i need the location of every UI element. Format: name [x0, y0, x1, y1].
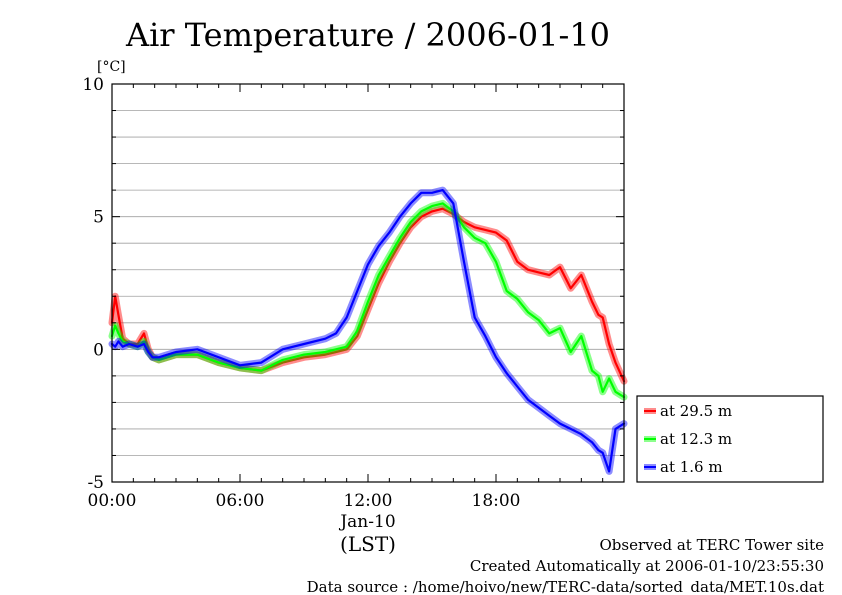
y-tick-label: -5 — [87, 473, 104, 493]
footer-created: Created Automatically at 2006-01-10/23:5… — [470, 557, 824, 575]
legend-label: at 1.6 m — [660, 458, 723, 476]
series-line — [108, 186, 628, 475]
x-tick-label: 12:00 — [344, 491, 393, 511]
legend-box — [636, 395, 824, 483]
x-date-label: Jan-10 — [338, 512, 395, 532]
x-axis-label: (LST) — [340, 532, 396, 556]
x-tick-label: 06:00 — [216, 491, 265, 511]
footer-source: Data source : /home/hoivo/new/TERC-data/… — [307, 578, 824, 595]
legend-label: at 29.5 m — [660, 402, 732, 420]
y-tick-label: 5 — [93, 208, 104, 228]
chart-title: Air Temperature / 2006-01-10 — [125, 16, 610, 54]
legend-item: at 29.5 m — [644, 402, 732, 420]
y-tick-label: 10 — [82, 75, 104, 95]
legend-item: at 12.3 m — [644, 430, 732, 448]
series-group — [108, 186, 628, 475]
y-axis-unit: [°C] — [97, 59, 126, 75]
legend: at 29.5 m at 12.3 m at 1.6 m — [636, 395, 824, 483]
series-line — [108, 199, 628, 401]
footer-site: Observed at TERC Tower site — [599, 536, 824, 554]
x-tick-label: 00:00 — [88, 491, 137, 511]
axis-ticks: 10 5 0 -500:00 06:00 12:00 18:00 — [82, 75, 625, 511]
plot-frame — [111, 83, 625, 483]
legend-label: at 12.3 m — [660, 430, 732, 448]
legend-item: at 1.6 m — [644, 458, 723, 476]
x-tick-label: 18:00 — [472, 491, 521, 511]
grid-lines — [112, 110, 624, 456]
y-tick-label: 0 — [93, 340, 104, 360]
